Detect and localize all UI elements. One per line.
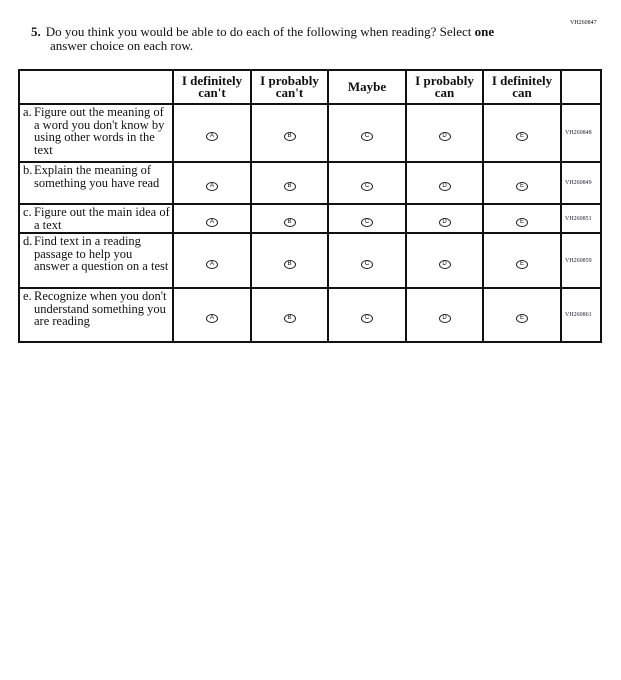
answer-cell[interactable]: A	[172, 203, 252, 234]
answer-cell[interactable]: E	[482, 203, 562, 234]
answer-bubble-c[interactable]: C	[361, 217, 373, 227]
header-id-blank	[560, 69, 602, 105]
question-emphasis: one	[474, 24, 495, 39]
row-text: Recognize when you don't understand some…	[34, 289, 167, 328]
question-text-end: answer choice on each row.	[50, 38, 194, 53]
column-header: Maybe	[327, 69, 407, 105]
row-id: VH260848	[560, 103, 602, 163]
answer-bubble-b[interactable]: B	[283, 259, 296, 269]
table-row: a. Figure out the meaning of a word you d…	[18, 103, 602, 163]
answer-cell[interactable]: E	[482, 232, 562, 289]
answer-bubble-b[interactable]: B	[283, 182, 296, 191]
row-letter: e.	[23, 289, 32, 303]
row-id: VH260859	[560, 232, 602, 289]
answer-bubble-c[interactable]: C	[361, 259, 373, 269]
answer-cell[interactable]: D	[405, 161, 484, 205]
answer-cell[interactable]: A	[172, 161, 252, 205]
answer-cell[interactable]: C	[327, 161, 407, 205]
table-row: c. Figure out the main idea of a text A B C D…	[18, 203, 602, 234]
row-label: b. Explain the meaning of something you h…	[18, 161, 174, 205]
row-text: Figure out the meaning of a word you don…	[34, 105, 165, 157]
row-letter: b.	[23, 163, 33, 177]
answer-bubble-e[interactable]: E	[516, 259, 528, 269]
row-letter: a.	[23, 105, 32, 119]
header-blank	[18, 69, 174, 105]
row-label: c. Figure out the main idea of a text	[18, 203, 174, 234]
question-text: Do you think you would be able to do eac…	[45, 24, 472, 39]
answer-bubble-a[interactable]: A	[206, 182, 218, 191]
answer-bubble-e[interactable]: E	[516, 217, 528, 227]
answer-cell[interactable]: A	[172, 287, 252, 343]
answer-bubble-b[interactable]: B	[283, 132, 296, 141]
row-label: d. Find text in a reading passage to help…	[18, 232, 174, 289]
answer-cell[interactable]: B	[250, 287, 329, 343]
answer-bubble-e[interactable]: E	[516, 182, 528, 191]
row-text: Explain the meaning of something you hav…	[34, 163, 160, 190]
answer-cell[interactable]: D	[405, 232, 484, 289]
answer-bubble-d[interactable]: D	[438, 217, 451, 227]
answer-grid: I definitely can't I probably can't Maybe I…	[18, 69, 602, 343]
row-id: VH260861	[560, 287, 602, 343]
table-row: b. Explain the meaning of something you h…	[18, 161, 602, 205]
answer-bubble-c[interactable]: C	[361, 314, 373, 323]
answer-bubble-a[interactable]: A	[206, 314, 218, 323]
answer-cell[interactable]: B	[250, 161, 329, 205]
answer-cell[interactable]: D	[405, 203, 484, 234]
answer-bubble-b[interactable]: B	[283, 217, 296, 227]
row-id: VH260851	[560, 203, 602, 234]
answer-cell[interactable]: C	[327, 232, 407, 289]
header-row: I definitely can't I probably can't Maybe I…	[18, 69, 602, 105]
row-label: a. Figure out the meaning of a word you d…	[18, 103, 174, 163]
answer-bubble-a[interactable]: A	[206, 259, 218, 269]
answer-cell[interactable]: C	[327, 203, 407, 234]
question-prompt: 5. Do you think you would be able to do e…	[31, 25, 551, 53]
answer-cell[interactable]: E	[482, 287, 562, 343]
answer-cell[interactable]: E	[482, 161, 562, 205]
answer-cell[interactable]: B	[250, 103, 329, 163]
answer-bubble-d[interactable]: D	[438, 182, 451, 191]
answer-cell[interactable]: D	[405, 103, 484, 163]
answer-bubble-b[interactable]: B	[283, 314, 296, 323]
row-letter: c.	[23, 205, 32, 219]
answer-bubble-a[interactable]: A	[206, 132, 218, 141]
answer-cell[interactable]: A	[172, 232, 252, 289]
column-header: I definitely can't	[172, 69, 252, 105]
table-row: e. Recognize when you don't understand so…	[18, 287, 602, 343]
answer-bubble-e[interactable]: E	[516, 132, 528, 141]
row-text: Find text in a reading passage to help y…	[34, 234, 169, 273]
answer-bubble-d[interactable]: D	[438, 314, 451, 323]
table-row: d. Find text in a reading passage to help…	[18, 232, 602, 289]
answer-bubble-d[interactable]: D	[438, 132, 451, 141]
answer-cell[interactable]: C	[327, 103, 407, 163]
answer-bubble-d[interactable]: D	[438, 259, 451, 269]
column-header: I probably can	[405, 69, 484, 105]
question-id: VH260847	[570, 20, 597, 26]
row-label: e. Recognize when you don't understand so…	[18, 287, 174, 343]
answer-bubble-a[interactable]: A	[206, 217, 218, 227]
answer-cell[interactable]: D	[405, 287, 484, 343]
column-header: I definitely can	[482, 69, 562, 105]
column-header: I probably can't	[250, 69, 329, 105]
answer-bubble-c[interactable]: C	[361, 182, 373, 191]
answer-bubble-c[interactable]: C	[361, 132, 373, 141]
answer-cell[interactable]: A	[172, 103, 252, 163]
answer-cell[interactable]: B	[250, 203, 329, 234]
row-id: VH260849	[560, 161, 602, 205]
row-letter: d.	[23, 234, 33, 248]
answer-cell[interactable]: E	[482, 103, 562, 163]
answer-cell[interactable]: C	[327, 287, 407, 343]
row-text: Figure out the main idea of a text	[34, 205, 170, 232]
question-number: 5.	[31, 24, 41, 39]
answer-bubble-e[interactable]: E	[516, 314, 528, 323]
answer-cell[interactable]: B	[250, 232, 329, 289]
